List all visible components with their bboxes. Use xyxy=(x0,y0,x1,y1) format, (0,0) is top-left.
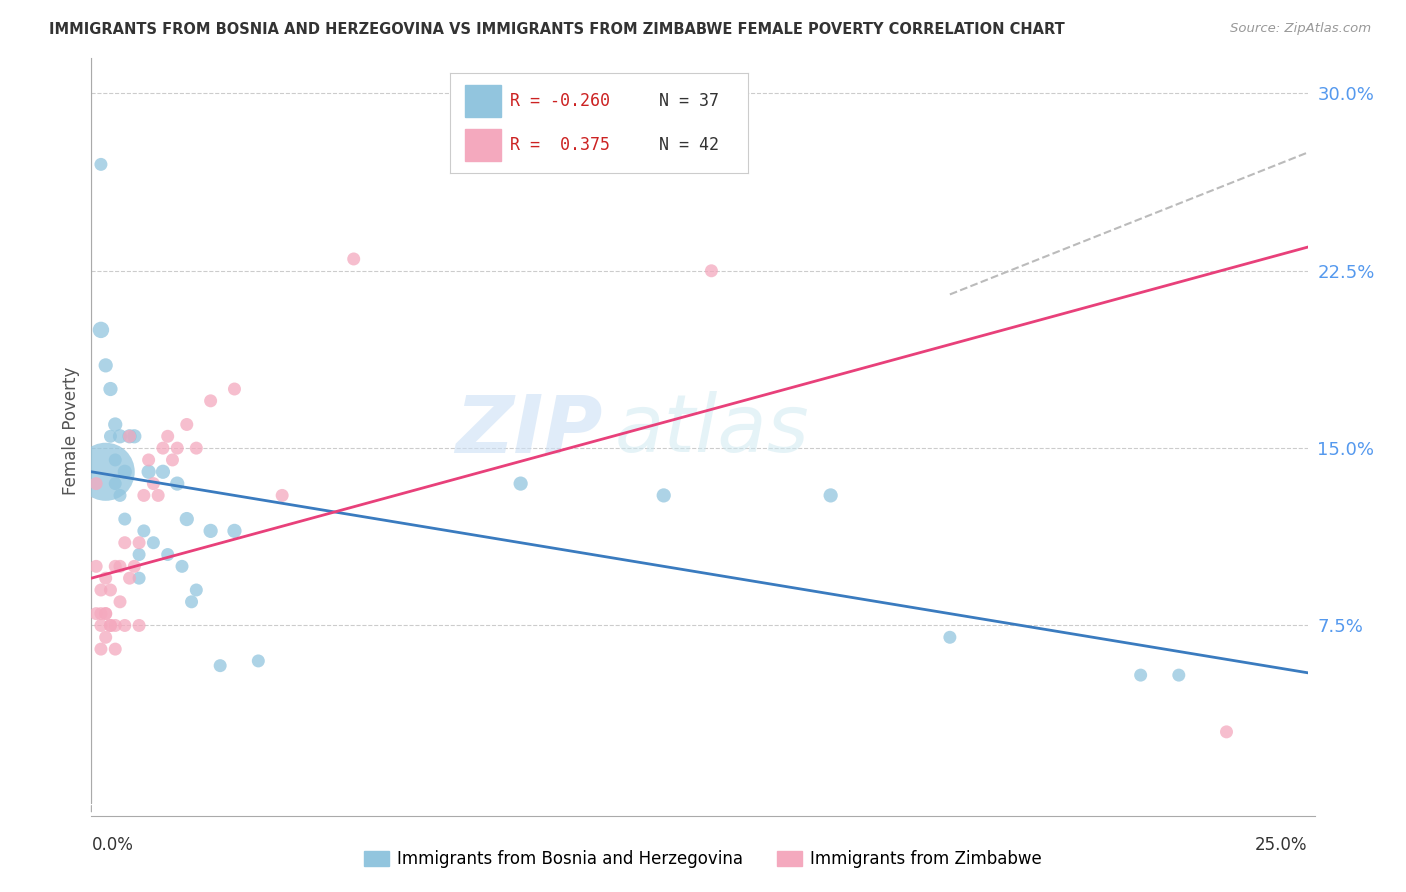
Point xyxy=(1215,724,1237,739)
Point xyxy=(104,642,127,657)
Point xyxy=(108,595,131,609)
Point xyxy=(162,453,184,467)
Point xyxy=(224,524,246,538)
Point xyxy=(84,607,107,621)
Point xyxy=(176,512,198,526)
Point xyxy=(138,465,160,479)
Point xyxy=(128,535,150,549)
Point xyxy=(166,476,188,491)
Point xyxy=(90,607,112,621)
Text: Source: ZipAtlas.com: Source: ZipAtlas.com xyxy=(1230,22,1371,36)
Point xyxy=(94,465,117,479)
Point xyxy=(820,488,842,502)
Point xyxy=(166,441,188,455)
Text: IMMIGRANTS FROM BOSNIA AND HERZEGOVINA VS IMMIGRANTS FROM ZIMBABWE FEMALE POVERT: IMMIGRANTS FROM BOSNIA AND HERZEGOVINA V… xyxy=(49,22,1064,37)
Y-axis label: Female Poverty: Female Poverty xyxy=(62,367,80,494)
Point xyxy=(84,476,107,491)
Point xyxy=(124,559,146,574)
Point xyxy=(90,582,112,597)
Point xyxy=(100,618,122,632)
Point xyxy=(128,571,150,585)
Point xyxy=(128,548,150,562)
Point xyxy=(114,535,136,549)
Point xyxy=(108,559,131,574)
Point xyxy=(700,264,723,278)
Point xyxy=(124,429,146,443)
Point xyxy=(100,382,122,396)
Point xyxy=(118,571,141,585)
Point xyxy=(114,465,136,479)
Point xyxy=(100,582,122,597)
Point xyxy=(104,417,127,432)
Point xyxy=(343,252,366,266)
Point xyxy=(146,488,169,502)
Point xyxy=(104,453,127,467)
Point xyxy=(108,429,131,443)
Point xyxy=(132,488,155,502)
Text: atlas: atlas xyxy=(614,392,808,469)
Point xyxy=(90,157,112,171)
Point xyxy=(104,618,127,632)
Point xyxy=(100,429,122,443)
Point xyxy=(152,441,174,455)
Point xyxy=(118,429,141,443)
Point xyxy=(128,618,150,632)
Point xyxy=(132,524,155,538)
Point xyxy=(94,571,117,585)
Point xyxy=(200,393,222,408)
Point xyxy=(94,630,117,644)
Point xyxy=(1167,668,1189,682)
Point xyxy=(209,658,232,673)
Point xyxy=(271,488,294,502)
Point xyxy=(142,476,165,491)
Point xyxy=(84,559,107,574)
Point xyxy=(114,512,136,526)
Point xyxy=(100,618,122,632)
Point xyxy=(224,382,246,396)
Point xyxy=(170,559,193,574)
Point xyxy=(138,453,160,467)
Text: 0.0%: 0.0% xyxy=(91,837,134,855)
Point xyxy=(114,618,136,632)
Point xyxy=(176,417,198,432)
Point xyxy=(186,441,208,455)
Point xyxy=(94,359,117,373)
Point xyxy=(142,535,165,549)
Legend: Immigrants from Bosnia and Herzegovina, Immigrants from Zimbabwe: Immigrants from Bosnia and Herzegovina, … xyxy=(357,844,1049,875)
Point xyxy=(247,654,270,668)
Point xyxy=(1129,668,1152,682)
Point xyxy=(104,476,127,491)
Point xyxy=(652,488,675,502)
Point xyxy=(104,559,127,574)
Point xyxy=(108,488,131,502)
Point xyxy=(94,607,117,621)
Point xyxy=(152,465,174,479)
Text: 25.0%: 25.0% xyxy=(1256,837,1308,855)
Point xyxy=(90,618,112,632)
Point xyxy=(186,582,208,597)
Point xyxy=(90,642,112,657)
Point xyxy=(94,607,117,621)
Point xyxy=(180,595,202,609)
Point xyxy=(156,548,179,562)
Point xyxy=(90,323,112,337)
Point xyxy=(156,429,179,443)
Text: ZIP: ZIP xyxy=(454,392,602,469)
Point xyxy=(939,630,962,644)
Point xyxy=(118,429,141,443)
Point xyxy=(509,476,531,491)
Point xyxy=(200,524,222,538)
